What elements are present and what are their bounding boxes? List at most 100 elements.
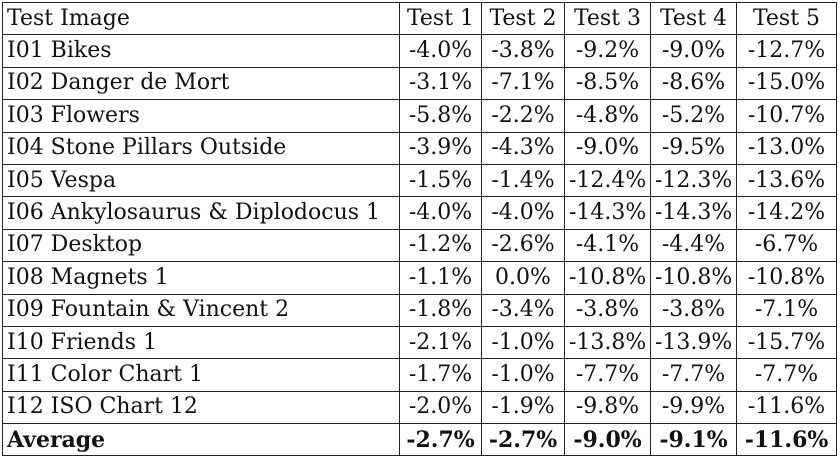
- cell-test-4: -7.7%: [650, 358, 737, 392]
- cell-test-1: -2.1%: [399, 325, 482, 360]
- cell-test-2: -1.9%: [481, 390, 565, 425]
- cell-test-5: -7.1%: [736, 293, 837, 327]
- cell-test-1: -1.2%: [399, 228, 482, 263]
- table-row: I09 Fountain & Vincent 2 -1.8% -3.4% -3.8% -…: [2, 293, 837, 327]
- cell-test-1: -2.0%: [399, 390, 482, 425]
- cell-image-name: I09 Fountain & Vincent 2: [2, 293, 400, 327]
- cell-test-2: -3.8%: [481, 34, 565, 68]
- cell-test-3: -9.2%: [564, 34, 651, 68]
- cell-test-3: -9.8%: [564, 390, 651, 425]
- header-test-1: Test 1: [399, 1, 482, 36]
- cell-test-5: -13.6%: [736, 163, 837, 198]
- table-row: I10 Friends 1 -2.1% -1.0% -13.8% -13.9% -15.7…: [2, 325, 837, 360]
- cell-test-4: -3.8%: [650, 293, 737, 327]
- cell-test-3: -12.4%: [564, 163, 651, 198]
- cell-test-3: -14.3%: [564, 196, 651, 230]
- cell-test-1: -1.8%: [399, 293, 482, 327]
- cell-test-1: -3.1%: [399, 66, 482, 101]
- cell-test-4: -10.8%: [650, 261, 737, 295]
- cell-test-3: -13.8%: [564, 325, 651, 360]
- results-table: Test Image Test 1 Test 2 Test 3 Test 4 T…: [2, 1, 837, 457]
- cell-test-2: 0.0%: [481, 261, 565, 295]
- cell-image-name: I05 Vespa: [2, 163, 400, 198]
- table-row: I04 Stone Pillars Outside -3.9% -4.3% -9.0%…: [2, 131, 837, 165]
- cell-test-2: -2.6%: [481, 228, 565, 263]
- average-label: Average: [2, 423, 400, 457]
- average-test-4: -9.1%: [650, 423, 737, 457]
- cell-test-3: -7.7%: [564, 358, 651, 392]
- average-test-3: -9.0%: [564, 423, 651, 457]
- cell-image-name: I11 Color Chart 1: [2, 358, 400, 392]
- cell-test-5: -11.6%: [736, 390, 837, 425]
- cell-image-name: I08 Magnets 1: [2, 261, 400, 295]
- cell-image-name: I04 Stone Pillars Outside: [2, 131, 400, 165]
- cell-test-1: -5.8%: [399, 99, 482, 133]
- cell-test-5: -15.7%: [736, 325, 837, 360]
- cell-test-4: -13.9%: [650, 325, 737, 360]
- cell-image-name: I06 Ankylosaurus & Diplodocus 1: [2, 196, 400, 230]
- cell-test-2: -2.2%: [481, 99, 565, 133]
- table-row: I02 Danger de Mort -3.1% -7.1% -8.5% -8.6% -1…: [2, 66, 837, 101]
- table-row: I08 Magnets 1 -1.1% 0.0% -10.8% -10.8% -10.8%: [2, 261, 837, 295]
- cell-test-4: -9.5%: [650, 131, 737, 165]
- cell-image-name: I03 Flowers: [2, 99, 400, 133]
- cell-test-3: -9.0%: [564, 131, 651, 165]
- table-row: I05 Vespa -1.5% -1.4% -12.4% -12.3% -13.6%: [2, 163, 837, 198]
- cell-test-5: -14.2%: [736, 196, 837, 230]
- cell-test-5: -12.7%: [736, 34, 837, 68]
- cell-test-3: -8.5%: [564, 66, 651, 101]
- cell-image-name: I10 Friends 1: [2, 325, 400, 360]
- average-test-1: -2.7%: [399, 423, 482, 457]
- header-test-4: Test 4: [650, 1, 737, 36]
- cell-image-name: I02 Danger de Mort: [2, 66, 400, 101]
- cell-test-4: -9.9%: [650, 390, 737, 425]
- cell-test-1: -3.9%: [399, 131, 482, 165]
- cell-test-5: -15.0%: [736, 66, 837, 101]
- cell-test-3: -4.8%: [564, 99, 651, 133]
- cell-image-name: I07 Desktop: [2, 228, 400, 263]
- cell-image-name: I01 Bikes: [2, 34, 400, 68]
- table-row: I12 ISO Chart 12 -2.0% -1.9% -9.8% -9.9% -11.…: [2, 390, 837, 425]
- cell-test-5: -10.7%: [736, 99, 837, 133]
- table-row: I01 Bikes -4.0% -3.8% -9.2% -9.0% -12.7%: [2, 34, 837, 68]
- header-test-2: Test 2: [481, 1, 565, 36]
- header-test-5: Test 5: [736, 1, 837, 36]
- cell-test-5: -10.8%: [736, 261, 837, 295]
- header-row: Test Image Test 1 Test 2 Test 3 Test 4 T…: [2, 1, 837, 36]
- cell-test-3: -3.8%: [564, 293, 651, 327]
- cell-test-2: -4.0%: [481, 196, 565, 230]
- table-row: I07 Desktop -1.2% -2.6% -4.1% -4.4% -6.7%: [2, 228, 837, 263]
- cell-test-2: -1.0%: [481, 325, 565, 360]
- cell-test-3: -4.1%: [564, 228, 651, 263]
- average-test-2: -2.7%: [481, 423, 565, 457]
- cell-test-2: -4.3%: [481, 131, 565, 165]
- cell-test-3: -10.8%: [564, 261, 651, 295]
- cell-test-4: -12.3%: [650, 163, 737, 198]
- cell-test-4: -14.3%: [650, 196, 737, 230]
- cell-test-2: -1.4%: [481, 163, 565, 198]
- cell-test-4: -4.4%: [650, 228, 737, 263]
- cell-test-2: -1.0%: [481, 358, 565, 392]
- cell-test-4: -5.2%: [650, 99, 737, 133]
- cell-test-5: -13.0%: [736, 131, 837, 165]
- table-body: I01 Bikes -4.0% -3.8% -9.2% -9.0% -12.7% I02 D…: [2, 34, 837, 457]
- cell-test-1: -1.5%: [399, 163, 482, 198]
- cell-test-2: -3.4%: [481, 293, 565, 327]
- cell-test-5: -6.7%: [736, 228, 837, 263]
- cell-test-1: -4.0%: [399, 34, 482, 68]
- average-row: Average -2.7% -2.7% -9.0% -9.1% -11.6%: [2, 423, 837, 457]
- table-row: I06 Ankylosaurus & Diplodocus 1 -4.0% -4.0…: [2, 196, 837, 230]
- cell-image-name: I12 ISO Chart 12: [2, 390, 400, 425]
- cell-test-4: -9.0%: [650, 34, 737, 68]
- cell-test-4: -8.6%: [650, 66, 737, 101]
- cell-test-1: -1.1%: [399, 261, 482, 295]
- cell-test-5: -7.7%: [736, 358, 837, 392]
- cell-test-2: -7.1%: [481, 66, 565, 101]
- header-test-3: Test 3: [564, 1, 651, 36]
- cell-test-1: -1.7%: [399, 358, 482, 392]
- header-test-image: Test Image: [2, 1, 400, 36]
- cell-test-1: -4.0%: [399, 196, 482, 230]
- average-test-5: -11.6%: [736, 423, 837, 457]
- table-row: I03 Flowers -5.8% -2.2% -4.8% -5.2% -10.7%: [2, 99, 837, 133]
- table-row: I11 Color Chart 1 -1.7% -1.0% -7.7% -7.7% -7.…: [2, 358, 837, 392]
